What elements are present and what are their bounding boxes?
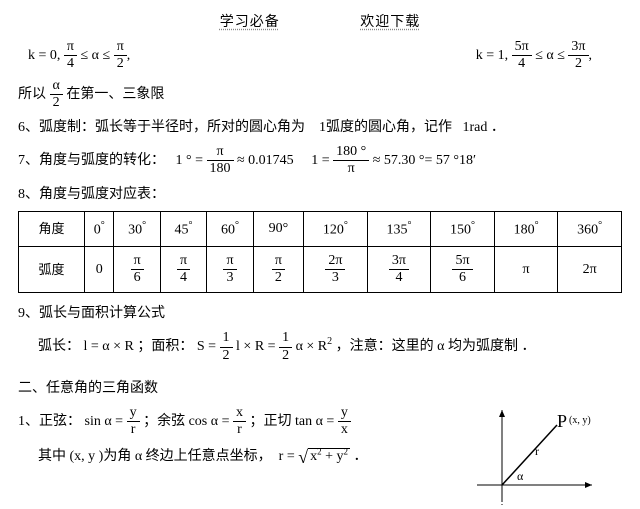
point-9: 9、弧长与面积计算公式 [18,303,622,324]
point-9-formula: 弧长： l = α × R ；面积： S = 12 l × R = 12 α ×… [18,330,622,363]
header-left: 学习必备 [212,15,288,30]
p6-text: 6、弧度制：弧长等于半径时，所对的圆心角为 [18,120,305,135]
txt-quadrant: 在第一、三象限 [66,87,164,102]
diagram-r: r [535,444,539,458]
p9d: α 均为弧度制 ． [437,339,535,354]
s2a: 其中 [38,449,66,464]
p6c-text: 1rad ． [463,120,505,135]
s1c: ；正切 [249,413,291,428]
s1b: ；余弦 [143,413,185,428]
k0-label: k = 0, [28,48,60,63]
point-8: 8、角度与弧度对应表： [18,184,622,205]
table-row: 弧度 0 π6 π4 π3 π2 2π3 3π4 5π6 π2π [19,247,622,293]
diagram-xy: (x, y) [569,415,591,426]
p9a: 弧长： [38,339,80,354]
point-7: 7、角度与弧度的转化： 1 ° = π180 ≈ 0.01745 1 = 180… [18,144,622,177]
th-angle: 角度 [19,211,85,247]
th-radian: 弧度 [19,247,85,293]
p7-v1: ≈ 0.01745 [237,153,294,168]
point-6: 6、弧度制：弧长等于半径时，所对的圆心角为 1弧度的圆心角，记作 1rad ． [18,117,622,138]
diagram-P: P [557,411,567,431]
line-k-inequalities: k = 0, π4 ≤ α ≤ π2, k = 1, 5π4 ≤ α ≤ 3π2… [18,39,622,72]
s2b: (x, y )为角 α 终边上任意点坐标， [70,449,272,464]
table-row: 角度 0°30°45° 60°90°120° 135°150°180°360° [19,211,622,247]
diagram-alpha: α [517,469,524,483]
txt-so: 所以 [18,87,46,102]
section-2: 二、任意角的三角函数 [18,378,622,399]
coordinate-diagram: P (x, y) r α [467,405,597,505]
p9c: ，注意：这里的 [336,339,434,354]
page-header: 学习必备 欢迎下载 [18,12,622,33]
p7-text: 7、角度与弧度的转化： [18,153,165,168]
p9b: ；面积： [137,339,193,354]
p6b-text: 1弧度的圆心角，记作 [319,120,452,135]
s1: 1、正弦： [18,413,81,428]
line-quadrant: 所以 α2 在第一、三象限 [18,78,622,111]
p7-v2: ≈ 57.30 °= 57 °18′ [373,153,476,168]
header-right: 欢迎下载 [352,15,428,30]
angle-radian-table: 角度 0°30°45° 60°90°120° 135°150°180°360° … [18,211,622,294]
k1-label: k = 1, [476,48,508,63]
